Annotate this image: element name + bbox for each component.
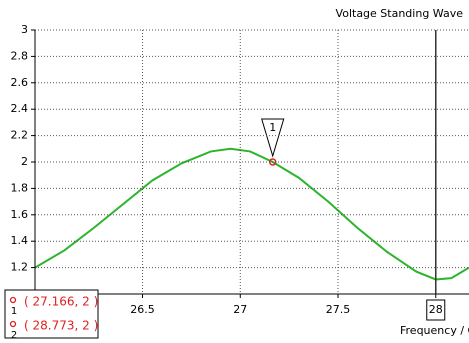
- y-tick-label: 1.8: [11, 181, 29, 194]
- x-tick-label: 27: [233, 303, 247, 316]
- legend-label: ( 27.166, 2 ): [24, 295, 98, 309]
- legend-icon: [9, 296, 17, 304]
- tick-box: [426, 299, 446, 321]
- legend-label: ( 28.773, 2 ): [24, 319, 98, 333]
- legend-id: 2: [11, 330, 17, 341]
- y-tick-label: 1.4: [11, 234, 29, 247]
- y-tick-label: 2.4: [11, 102, 29, 115]
- y-tick-label: 2.6: [11, 76, 29, 89]
- x-tick-label: 27.5: [326, 303, 351, 316]
- data-line: [35, 147, 469, 281]
- marker-flag: [261, 118, 285, 158]
- chart-title: Voltage Standing Wave: [336, 7, 464, 20]
- x-tick-label: 28: [429, 303, 443, 316]
- marker-legend: [4, 289, 99, 339]
- x-axis-label: Frequency / GHz: [400, 324, 469, 337]
- plot-area: 12: [35, 118, 469, 281]
- legend-id: 1: [11, 306, 17, 317]
- marker-flag-label: 1: [269, 121, 276, 134]
- y-tick-label: 3: [21, 23, 28, 36]
- x-tick-label: 26.5: [130, 303, 155, 316]
- legend-icon: [9, 320, 17, 328]
- y-tick-label: 2: [21, 155, 28, 168]
- y-tick-label: 1.6: [11, 208, 29, 221]
- y-tick-label: 2.2: [11, 129, 29, 142]
- y-tick-label: 1.2: [11, 261, 29, 274]
- y-tick-label: 2.8: [11, 49, 29, 62]
